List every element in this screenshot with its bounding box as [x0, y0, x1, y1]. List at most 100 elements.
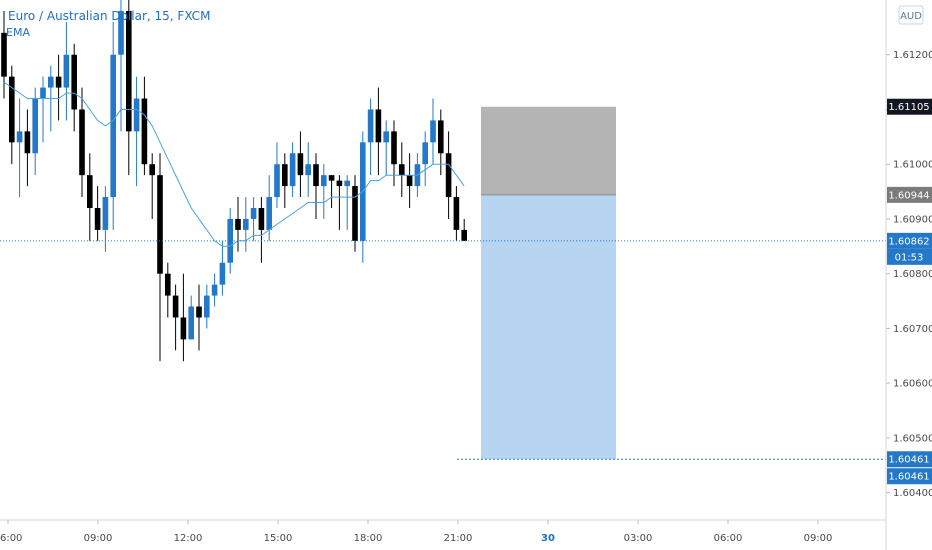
- candle-body: [118, 10, 124, 55]
- indicator-label[interactable]: EMA: [6, 26, 30, 39]
- price-tick-label: 1.61000: [893, 160, 932, 171]
- price-tick-label: 1.60800: [893, 269, 932, 280]
- candle-body: [165, 273, 171, 296]
- candle-body: [383, 131, 389, 143]
- price-tick-label: 1.61200: [893, 50, 932, 61]
- candle-body: [180, 317, 187, 340]
- currency-button-label[interactable]: AUD: [900, 11, 922, 22]
- time-tick-label: 03:00: [624, 533, 653, 544]
- price-tick-label: 1.60900: [893, 214, 932, 225]
- candle-body: [172, 295, 179, 318]
- candle-body: [289, 153, 296, 187]
- candle-body: [87, 175, 93, 208]
- candle-body: [94, 208, 101, 230]
- price-lines: [0, 240, 886, 460]
- target-line-tag-bg: [887, 451, 932, 468]
- candle-body: [243, 218, 249, 230]
- candle-body: [149, 164, 155, 176]
- candle-body: [126, 10, 132, 132]
- candle-body: [321, 175, 327, 187]
- candle-body: [399, 164, 405, 176]
- candle-body: [188, 306, 194, 340]
- stop-price-tag: 1.61105: [888, 102, 929, 113]
- candle-body: [367, 109, 374, 143]
- time-tick-label: 18:00: [354, 533, 383, 544]
- time-tick-label: 21:00: [444, 533, 473, 544]
- candle-body: [141, 98, 148, 165]
- time-tick-label: 15:00: [264, 533, 293, 544]
- time-tick-label: 12:00: [174, 533, 203, 544]
- candle-body: [48, 76, 54, 88]
- candle-body: [445, 153, 452, 198]
- candle-body: [422, 142, 428, 165]
- ema-line: [3, 81, 465, 247]
- currency-button[interactable]: AUD: [898, 5, 924, 25]
- take-profit-zone: [481, 194, 616, 460]
- candle-body: [438, 120, 444, 154]
- candle-body: [274, 164, 280, 198]
- time-axis[interactable]: 06:00 09:00 12:00 15:00 18:00 21:00 30 03:00 06:…: [0, 520, 832, 544]
- position-zones: [481, 106, 616, 460]
- countdown-tag-bg: [887, 248, 932, 265]
- candle-body: [227, 218, 233, 263]
- candle-body: [71, 54, 77, 110]
- currency-button-frame[interactable]: [898, 5, 924, 25]
- candle-body: [453, 197, 460, 230]
- candle-body: [157, 175, 163, 274]
- price-tick-label: 1.60500: [893, 433, 932, 444]
- candle-body: [375, 109, 382, 143]
- candle-body: [133, 98, 140, 132]
- candle-body: [102, 197, 109, 230]
- candle-body: [40, 87, 46, 99]
- candle-body: [250, 208, 257, 219]
- candle-body: [196, 306, 202, 318]
- candle-body: [282, 164, 288, 187]
- target-line-tag: 1.60461: [888, 455, 929, 466]
- candle-body: [406, 175, 413, 187]
- candle-body: [344, 180, 350, 187]
- candle-body: [266, 197, 272, 230]
- price-tick-label: 1.60400: [893, 488, 932, 499]
- candle-body: [110, 54, 116, 198]
- candlestick-series: [1, 0, 467, 362]
- candle-body: [55, 76, 62, 88]
- target-price-tag: 1.60461: [888, 472, 929, 483]
- price-tick-label: 1.60600: [893, 379, 932, 390]
- candle-body: [79, 109, 85, 176]
- candle-body: [219, 262, 226, 285]
- candle-body: [391, 131, 397, 165]
- candle-body: [24, 131, 31, 154]
- target-price-tag-bg: [887, 468, 932, 485]
- candle-body: [32, 98, 38, 154]
- time-tick-label: 06:00: [0, 533, 22, 544]
- candle-body: [235, 218, 241, 230]
- candle-body: [258, 208, 265, 230]
- price-tick-label: 1.60700: [893, 324, 932, 335]
- candle-body: [297, 153, 304, 176]
- entry-price-tag-bg: [887, 186, 932, 203]
- countdown-tag: 01:53: [895, 252, 924, 263]
- stop-loss-zone: [481, 106, 616, 195]
- plot-area[interactable]: [0, 0, 886, 520]
- candle-body: [1, 32, 7, 77]
- price-tags: 1.61105 1.60944 1.60862 01:53 1.60461 1.60461: [887, 98, 932, 485]
- stop-price-tag-bg: [887, 98, 932, 115]
- candle-body: [63, 54, 70, 88]
- current-price-tag: 1.60862: [888, 236, 929, 247]
- candle-body: [352, 186, 358, 241]
- candle-body: [461, 229, 467, 241]
- candle-body: [430, 120, 436, 143]
- candle-body: [336, 180, 343, 187]
- time-tick-label: 09:00: [84, 533, 113, 544]
- chart-title: Euro / Australian Dollar, 15, FXCM: [8, 9, 210, 23]
- candle-body: [16, 131, 23, 143]
- ema-series: [3, 81, 465, 247]
- price-axis[interactable]: 1.612001.611001.610001.609001.608001.607…: [886, 50, 932, 499]
- candle-body: [328, 175, 335, 181]
- candle-body: [305, 164, 311, 176]
- entry-price-tag: 1.60944: [888, 190, 929, 201]
- time-tick-label: 09:00: [804, 533, 833, 544]
- candle-body: [211, 284, 218, 296]
- time-tick-label: 06:00: [714, 533, 743, 544]
